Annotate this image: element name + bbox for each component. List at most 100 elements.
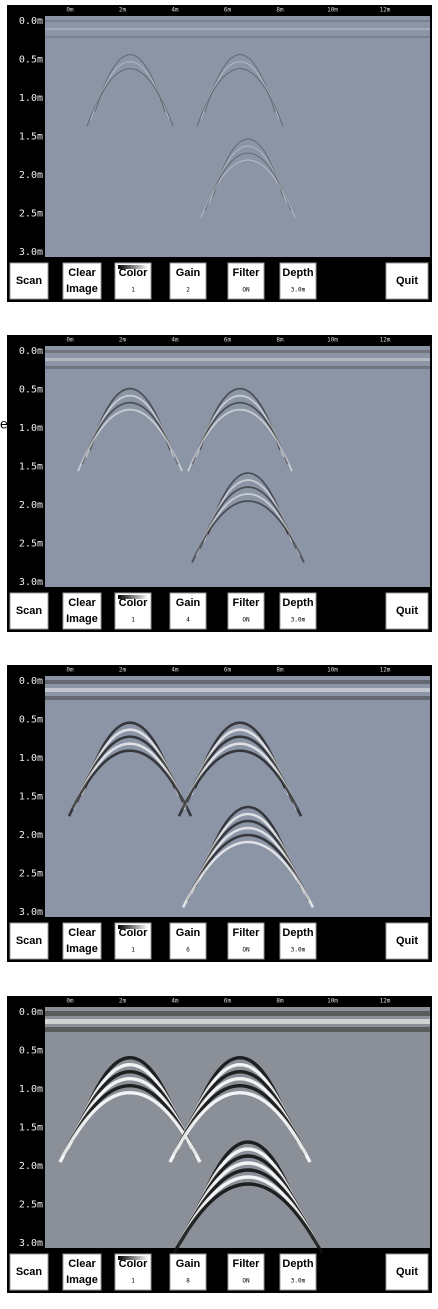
button-label: Scan (16, 605, 43, 617)
x-axis-label: 6m (224, 667, 232, 674)
radargram (45, 16, 430, 257)
button-value: 3.0m (291, 1278, 306, 1285)
depth-label: 2.5m (19, 1200, 43, 1211)
x-axis-label: 2m (119, 998, 127, 1005)
button-label: Quit (396, 935, 418, 947)
x-axis-label: 0m (66, 337, 74, 344)
depth-label: 3.0m (19, 1238, 43, 1249)
button-value: 1 (131, 947, 135, 954)
depth-label: 1.5m (19, 132, 43, 143)
button-label: Depth (282, 597, 313, 609)
button-label: Scan (16, 275, 43, 287)
depth-label: 1.5m (19, 1123, 43, 1134)
x-axis-label: 8m (276, 667, 284, 674)
x-axis-label: 2m (119, 7, 127, 14)
surface-band (45, 1011, 430, 1016)
x-axis-label: 8m (276, 7, 284, 14)
button-label: Image (66, 1274, 98, 1286)
x-axis-label: 0m (66, 998, 74, 1005)
gpr-panel: 0m2m4m6m8m10m12m0.0m0.5m1.0m1.5m2.0m2.5m… (7, 665, 432, 962)
button-label: Scan (16, 1266, 43, 1278)
surface-band (45, 28, 430, 30)
depth-label: 1.0m (19, 753, 43, 764)
gpr-panel: 0m2m4m6m8m10m12m0.0m0.5m1.0m1.5m2.0m2.5m… (7, 5, 432, 302)
depth-label: 0.0m (19, 676, 43, 687)
surface-band (45, 20, 430, 22)
button-label: Depth (282, 927, 313, 939)
button-label: Gain (176, 267, 201, 279)
x-axis-label: 12m (380, 7, 391, 14)
x-axis-label: 6m (224, 998, 232, 1005)
button-value: 4 (186, 617, 190, 624)
depth-label: 0.5m (19, 385, 43, 396)
gpr-panel: 0m2m4m6m8m10m12m0.0m0.5m1.0m1.5m2.0m2.5m… (7, 335, 432, 632)
button-value: 1 (131, 287, 135, 294)
button-label: Filter (233, 1258, 261, 1270)
button-label: Clear (68, 597, 96, 609)
x-axis-label: 0m (66, 667, 74, 674)
depth-label: 1.0m (19, 423, 43, 434)
x-axis-label: 12m (380, 337, 391, 344)
depth-label: 0.0m (19, 346, 43, 357)
button-label: Scan (16, 935, 43, 947)
surface-band (45, 358, 430, 361)
radargram (45, 346, 430, 587)
side-text: e (0, 416, 8, 432)
button-value: 6 (186, 947, 190, 954)
button-label: Quit (396, 605, 418, 617)
depth-label: 1.5m (19, 792, 43, 803)
button-label: Clear (68, 267, 96, 279)
depth-label: 2.0m (19, 830, 43, 841)
depth-label: 0.5m (19, 1046, 43, 1057)
x-axis-label: 10m (327, 7, 338, 14)
surface-band (45, 366, 430, 369)
button-label: Depth (282, 267, 313, 279)
button-label: Filter (233, 927, 261, 939)
gpr-panel: 0m2m4m6m8m10m12m0.0m0.5m1.0m1.5m2.0m2.5m… (7, 996, 432, 1293)
color-scale (118, 265, 148, 269)
depth-label: 2.0m (19, 500, 43, 511)
surface-band (45, 1019, 430, 1024)
x-axis-label: 12m (380, 667, 391, 674)
button-label: Filter (233, 267, 261, 279)
x-axis-label: 10m (327, 667, 338, 674)
color-scale (118, 1256, 148, 1260)
button-label: Gain (176, 927, 201, 939)
depth-label: 2.5m (19, 539, 43, 550)
surface-band (45, 696, 430, 700)
depth-label: 0.5m (19, 715, 43, 726)
x-axis-label: 2m (119, 337, 127, 344)
depth-label: 2.5m (19, 209, 43, 220)
depth-label: 2.0m (19, 1161, 43, 1172)
surface-band (45, 680, 430, 684)
depth-label: 3.0m (19, 577, 43, 588)
button-label: Image (66, 613, 98, 625)
surface-band (45, 688, 430, 692)
color-scale (118, 925, 148, 929)
x-axis-label: 0m (66, 7, 74, 14)
depth-label: 2.5m (19, 869, 43, 880)
button-value: 1 (131, 1278, 135, 1285)
radargram (45, 676, 430, 917)
x-axis-label: 12m (380, 998, 391, 1005)
x-axis-label: 10m (327, 998, 338, 1005)
surface-band (45, 1027, 430, 1032)
depth-label: 3.0m (19, 907, 43, 918)
x-axis-label: 8m (276, 998, 284, 1005)
button-value: ON (242, 947, 250, 954)
depth-label: 1.0m (19, 93, 43, 104)
button-value: ON (242, 617, 250, 624)
button-value: 3.0m (291, 947, 306, 954)
depth-label: 0.0m (19, 1007, 43, 1018)
button-label: Image (66, 943, 98, 955)
depth-label: 1.0m (19, 1084, 43, 1095)
depth-label: 0.5m (19, 55, 43, 66)
button-label: Gain (176, 597, 201, 609)
radargram (45, 1007, 430, 1248)
depth-label: 2.0m (19, 170, 43, 181)
button-label: Gain (176, 1258, 201, 1270)
depth-label: 0.0m (19, 16, 43, 27)
button-label: Filter (233, 597, 261, 609)
x-axis-label: 10m (327, 337, 338, 344)
screenshot: e 0m2m4m6m8m10m12m0.0m0.5m1.0m1.5m2.0m2.… (0, 0, 438, 1309)
